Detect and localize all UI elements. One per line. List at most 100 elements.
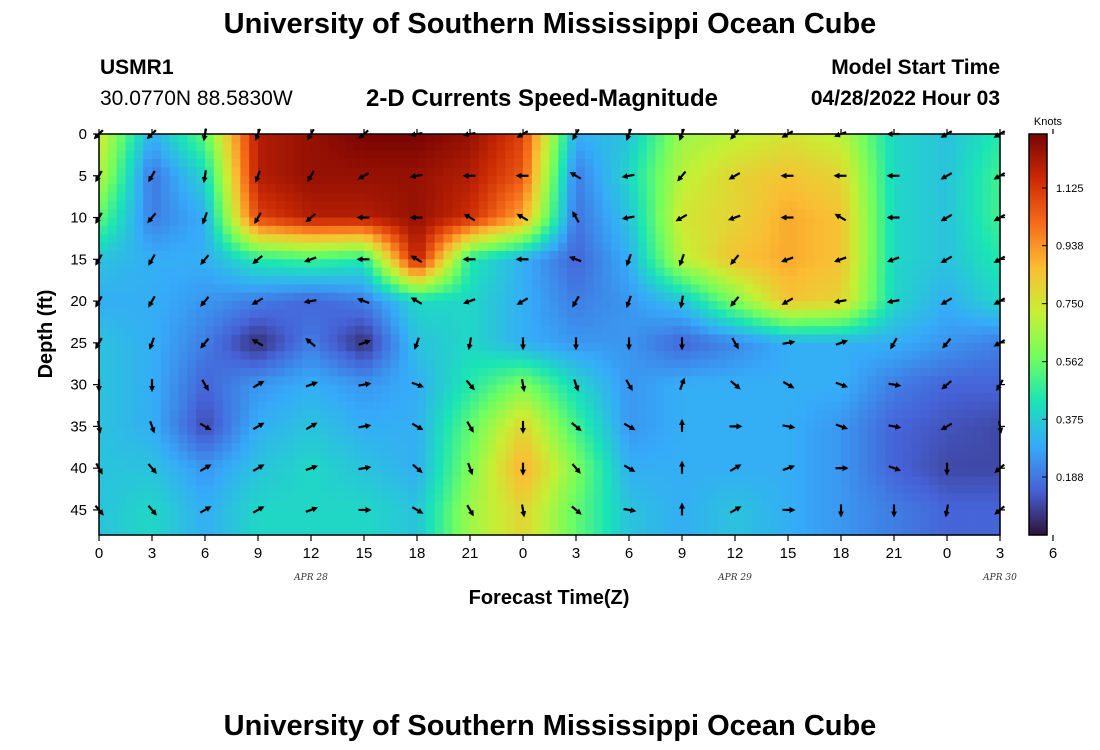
heatmap-cell — [779, 159, 789, 169]
heatmap-cell — [99, 334, 109, 344]
heatmap-cell — [673, 200, 683, 210]
heatmap-cell — [841, 418, 851, 427]
heatmap-cell — [973, 359, 983, 369]
heatmap-cell — [337, 376, 347, 386]
heatmap-cell — [593, 443, 604, 453]
heatmap-cell — [284, 175, 294, 185]
heatmap-cell — [284, 234, 294, 244]
heatmap-cell — [611, 167, 621, 177]
heatmap-cell — [178, 259, 188, 269]
heatmap-cell — [841, 292, 851, 302]
heatmap-cell — [240, 484, 250, 494]
heatmap-cell — [240, 309, 250, 319]
heatmap-cell — [902, 209, 913, 219]
heatmap-cell — [867, 309, 877, 319]
heatmap-cell — [302, 150, 312, 160]
heatmap-cell — [478, 426, 489, 436]
heatmap-cell — [735, 409, 745, 419]
heatmap-cell — [99, 451, 109, 461]
heatmap-cell — [743, 392, 754, 402]
heatmap-cell — [381, 192, 392, 202]
heatmap-cell — [558, 192, 568, 202]
heatmap-cell — [213, 217, 224, 227]
heatmap-cell — [708, 367, 718, 377]
heatmap-cell — [319, 334, 330, 344]
heatmap-cell — [452, 159, 462, 169]
heatmap-cell — [160, 451, 171, 461]
heatmap-cell — [549, 225, 559, 235]
heatmap-cell — [673, 443, 683, 453]
heatmap-cell — [982, 476, 992, 486]
heatmap-cell — [814, 476, 824, 486]
heatmap-cell — [461, 250, 471, 260]
heatmap-cell — [885, 342, 895, 352]
heatmap-cell — [620, 150, 630, 160]
heatmap-cell — [637, 451, 648, 461]
heatmap-cell — [293, 167, 303, 177]
heatmap-cell — [461, 242, 471, 252]
heatmap-cell — [311, 509, 321, 519]
heatmap-cell — [752, 326, 763, 336]
heatmap-cell — [99, 184, 109, 194]
heatmap-cell — [841, 401, 851, 411]
heatmap-cell — [213, 209, 224, 219]
heatmap-cell — [390, 342, 400, 352]
heatmap-cell — [584, 292, 595, 302]
heatmap-cell — [576, 484, 586, 494]
heatmap-cell — [249, 451, 259, 461]
heatmap-cell — [779, 250, 789, 260]
heatmap-cell — [178, 468, 188, 478]
heatmap-cell — [452, 384, 462, 394]
heatmap-cell — [496, 134, 506, 143]
heatmap-cell — [726, 150, 736, 160]
heatmap-cell — [964, 418, 975, 427]
heatmap-cell — [735, 518, 745, 528]
heatmap-cell — [558, 443, 568, 453]
heatmap-cell — [611, 484, 621, 494]
heatmap-cell — [99, 501, 109, 511]
heatmap-cell — [390, 326, 400, 336]
heatmap-cell — [143, 367, 153, 377]
heatmap-cell — [682, 175, 692, 185]
heatmap-cell — [611, 184, 621, 194]
heatmap-cell — [178, 326, 188, 336]
heatmap-cell — [337, 384, 347, 394]
heatmap-cell — [355, 301, 365, 311]
heatmap-cell — [284, 317, 294, 327]
heatmap-cell — [761, 317, 771, 327]
heatmap-cell — [116, 134, 127, 143]
heatmap-cell — [496, 234, 506, 244]
heatmap-cell — [991, 234, 1001, 244]
heatmap-cell — [443, 167, 453, 177]
heatmap-cell — [461, 426, 471, 436]
heatmap-cell — [408, 276, 418, 285]
heatmap-cell — [222, 468, 233, 478]
heatmap-cell — [717, 376, 727, 386]
heatmap-cell — [514, 518, 524, 528]
heatmap-cell — [726, 484, 736, 494]
heatmap-cell — [867, 334, 877, 344]
heatmap-cell — [266, 418, 277, 427]
heatmap-cell — [814, 434, 824, 444]
heatmap-cell — [920, 392, 930, 402]
heatmap-cell — [284, 409, 294, 419]
heatmap-cell — [699, 401, 710, 411]
heatmap-cell — [629, 234, 639, 244]
heatmap-cell — [417, 292, 427, 302]
heatmap-cell — [425, 200, 436, 210]
heatmap-cell — [372, 284, 383, 294]
heatmap-cell — [443, 209, 453, 219]
heatmap-cell — [213, 359, 224, 369]
current-arrow — [834, 213, 847, 222]
heatmap-cell — [505, 459, 515, 469]
heatmap-cell — [805, 443, 816, 453]
heatmap-cell — [788, 418, 798, 427]
heatmap-cell — [116, 409, 127, 419]
heatmap-cell — [205, 259, 215, 269]
heatmap-cell — [805, 326, 816, 336]
heatmap-cell — [169, 242, 180, 252]
heatmap-cell — [920, 292, 930, 302]
heatmap-cell — [107, 292, 118, 302]
heatmap-cell — [911, 334, 922, 344]
heatmap-cell — [372, 167, 383, 177]
